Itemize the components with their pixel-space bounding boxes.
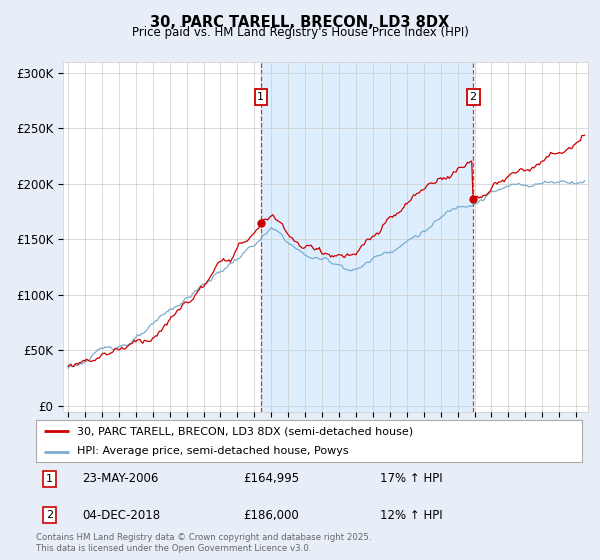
- Text: HPI: Average price, semi-detached house, Powys: HPI: Average price, semi-detached house,…: [77, 446, 349, 456]
- Text: 17% ↑ HPI: 17% ↑ HPI: [380, 473, 443, 486]
- Text: 1: 1: [46, 474, 53, 484]
- Text: 04-DEC-2018: 04-DEC-2018: [82, 508, 161, 521]
- Text: £186,000: £186,000: [244, 508, 299, 521]
- Text: Price paid vs. HM Land Registry's House Price Index (HPI): Price paid vs. HM Land Registry's House …: [131, 26, 469, 39]
- Text: 30, PARC TARELL, BRECON, LD3 8DX: 30, PARC TARELL, BRECON, LD3 8DX: [151, 15, 449, 30]
- Text: 12% ↑ HPI: 12% ↑ HPI: [380, 508, 443, 521]
- Text: 2: 2: [46, 510, 53, 520]
- Text: 30, PARC TARELL, BRECON, LD3 8DX (semi-detached house): 30, PARC TARELL, BRECON, LD3 8DX (semi-d…: [77, 426, 413, 436]
- Text: 23-MAY-2006: 23-MAY-2006: [82, 473, 159, 486]
- Text: £164,995: £164,995: [244, 473, 299, 486]
- Text: Contains HM Land Registry data © Crown copyright and database right 2025.
This d: Contains HM Land Registry data © Crown c…: [36, 533, 371, 553]
- Bar: [261, 62, 473, 412]
- Text: 1: 1: [257, 92, 265, 102]
- Text: 2: 2: [470, 92, 477, 102]
